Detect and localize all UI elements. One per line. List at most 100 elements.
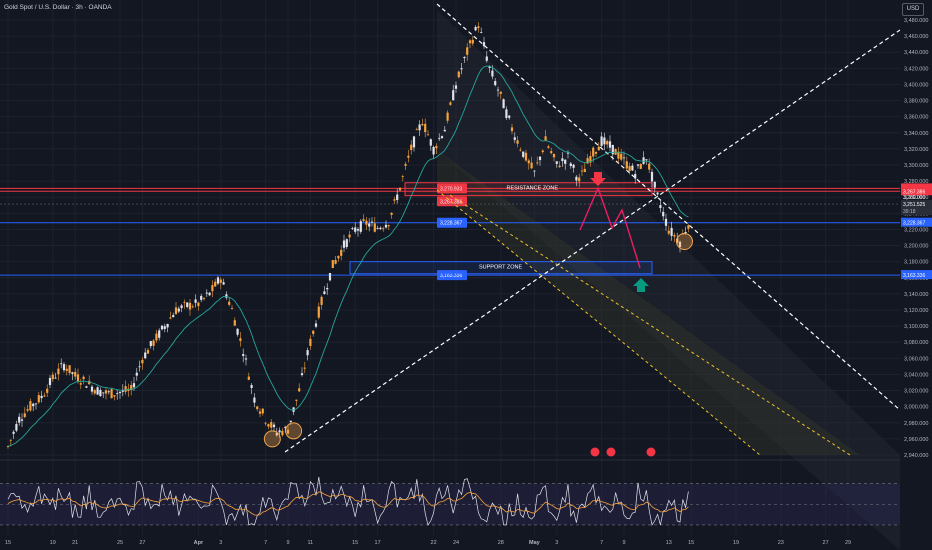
candle-body [90,386,94,392]
candle-body [149,341,152,347]
candle-body [345,239,348,248]
time-tick-label: 7 [264,540,267,546]
candle-body [26,409,29,411]
channel-lower-line[interactable] [436,189,761,456]
candle-body [37,395,40,403]
price-tick-label: 3,380.000 [904,99,928,105]
price-tick-label: 3,020.000 [904,389,928,395]
candle-body [174,307,178,315]
candle-body [317,306,320,318]
candle-body [580,170,584,172]
price-axis[interactable]: 3,480.000 3,460.000 3,440.000 3,420.000 3,40… [900,0,932,550]
candle-body [247,376,250,380]
candle-body [564,159,567,164]
candle-body [505,109,508,119]
low-marker [285,422,303,440]
candle-body [522,151,525,157]
candle-body [639,163,642,169]
price-tick-label: 3,360.000 [904,115,928,121]
zone-box[interactable] [349,261,653,275]
candle-body [284,426,287,428]
candle-body [463,56,466,59]
candle-body [236,328,239,335]
candle-body [29,401,32,411]
time-tick-label: 3 [555,540,558,546]
candle-body [228,301,231,305]
candle-body [541,150,544,153]
time-tick-label: 27 [823,540,829,546]
candle-body [488,66,491,68]
time-tick-label: 7 [600,540,603,546]
channel-upper-line[interactable] [436,3,901,411]
channel-mid-line[interactable] [449,194,851,456]
time-tick-label: 15 [688,540,694,546]
candle-body [597,146,600,151]
candle-body [494,81,497,86]
candle-body [485,56,488,61]
candle-body [667,230,670,234]
candle-body [407,155,410,158]
candle-body [144,352,147,359]
candle-body [608,141,612,148]
candle-body [208,292,211,296]
candle-body [572,164,575,168]
event-icon[interactable] [646,447,656,457]
currency-badge[interactable]: USD [902,3,924,16]
candle-body [342,240,346,248]
candle-body [82,376,85,380]
time-tick-label: 17 [375,540,381,546]
candle-body [74,371,77,377]
candle-body [289,420,292,422]
time-axis[interactable]: 15 19 21 25 27 Apr 3 7 9 11 15 17 22 24 28 May 3 7 9 13 15 19… [5,540,851,546]
price-tick-label: 3,420.000 [904,66,928,72]
candle-body [306,350,309,356]
candle-body [583,168,586,173]
candle-body [158,330,161,338]
price-tick-label: 3,000.000 [904,405,928,411]
candle-body [524,152,528,161]
candle-body [12,431,15,434]
candle-body [23,413,26,417]
candle-body [135,372,138,376]
candle-body [43,395,46,397]
candle-body [132,383,136,388]
candle-body [410,144,413,151]
sell-arrow-icon [590,172,606,186]
level-tag-label: 3,228.367 [440,221,462,227]
candle-body [32,403,35,407]
candle-body [194,299,197,303]
candle-body [152,340,155,346]
candle-body [261,408,264,414]
time-tick-label: 9 [286,540,289,546]
candle-body [104,390,108,394]
event-icon[interactable] [590,447,600,457]
candle-body [250,385,253,388]
price-tick-label: 3,440.000 [904,50,928,56]
candle-body [592,147,595,157]
candle-body [197,302,200,307]
candle-body [244,358,248,360]
candle-body [558,165,561,168]
ema-line [7,65,689,447]
candle-body [373,223,376,232]
time-tick-label: 22 [431,540,437,546]
time-tick-label: 21 [72,540,78,546]
candle-body [589,156,592,163]
ascending-trendline[interactable] [284,29,901,453]
candle-body [264,422,267,424]
event-icon[interactable] [606,447,616,457]
zone-box[interactable] [404,182,653,197]
price-tick-label: 3,100.000 [904,324,928,330]
price-tick-label: 3,460.000 [904,34,928,40]
candle-body [51,374,54,380]
candle-body [645,159,648,161]
candle-body [314,323,318,327]
candle-body [438,138,441,140]
candle-body [270,422,273,428]
candle-body [160,325,164,330]
price-tick-label: 3,140.000 [904,292,928,298]
candle-body [435,145,438,149]
candle-body [676,238,679,243]
